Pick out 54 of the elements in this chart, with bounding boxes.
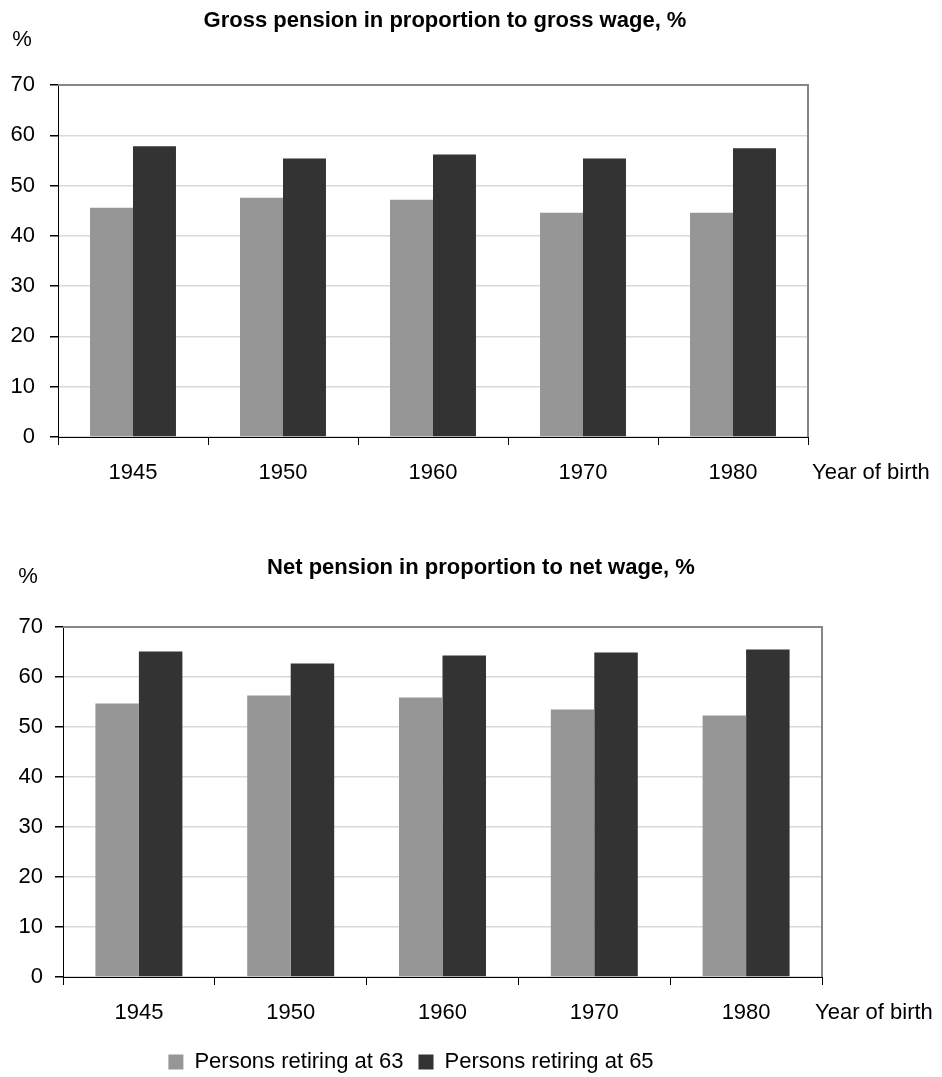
bar	[702, 715, 747, 977]
y-tick-label: 30	[18, 813, 43, 839]
x-tick-label: 1980	[708, 459, 758, 485]
x-axis-title: Year of birth	[815, 999, 933, 1025]
x-tick-label: 1960	[408, 459, 458, 485]
x-tick-label: 1945	[114, 999, 164, 1025]
bar	[283, 158, 326, 437]
y-tick-label: 20	[18, 863, 43, 889]
y-axis-title: %	[18, 563, 38, 589]
y-tick-label: 0	[22, 423, 35, 449]
y-tick-label: 10	[18, 913, 43, 939]
y-tick-label: 40	[10, 221, 35, 247]
x-tick-label: 1970	[569, 999, 619, 1025]
bar	[247, 695, 291, 977]
y-tick-label: 50	[10, 171, 35, 197]
bar	[746, 649, 790, 977]
x-tick-label: 1960	[418, 999, 467, 1025]
y-tick-label: 50	[18, 713, 43, 739]
y-tick-label: 70	[10, 71, 35, 97]
bar	[138, 651, 183, 977]
bar	[583, 158, 626, 437]
bar	[594, 652, 638, 977]
bar	[540, 212, 583, 437]
bar	[690, 212, 733, 437]
bar	[390, 199, 433, 437]
x-tick-label: 1980	[721, 999, 771, 1025]
y-tick-label: 60	[18, 663, 43, 689]
x-tick-label: 1970	[558, 459, 608, 485]
bar	[95, 703, 139, 977]
bar	[133, 146, 176, 437]
y-tick-label: 70	[18, 613, 43, 639]
chart-title: Net pension in proportion to net wage, %	[267, 554, 695, 580]
bar	[399, 697, 443, 977]
chart-title: Gross pension in proportion to gross wage, %	[203, 7, 687, 33]
x-tick-label: 1945	[108, 459, 158, 485]
x-tick-label: 1950	[258, 459, 308, 485]
legend-label: Persons retiring at 63	[194, 1048, 404, 1074]
y-axis-title: %	[12, 26, 32, 52]
bar	[550, 709, 595, 977]
bar	[442, 655, 486, 977]
x-tick-label: 1950	[266, 999, 316, 1025]
legend-label: Persons retiring at 65	[444, 1048, 654, 1074]
y-tick-label: 40	[18, 763, 43, 789]
bar	[290, 663, 335, 977]
y-tick-label: 10	[10, 372, 35, 398]
y-tick-label: 0	[30, 963, 43, 989]
bar	[733, 148, 776, 437]
bar	[90, 207, 133, 437]
x-axis-title: Year of birth	[812, 459, 930, 485]
y-tick-label: 60	[10, 121, 35, 147]
y-tick-label: 20	[10, 322, 35, 348]
bar	[240, 197, 283, 437]
bar	[433, 154, 476, 437]
y-tick-label: 30	[10, 272, 35, 298]
